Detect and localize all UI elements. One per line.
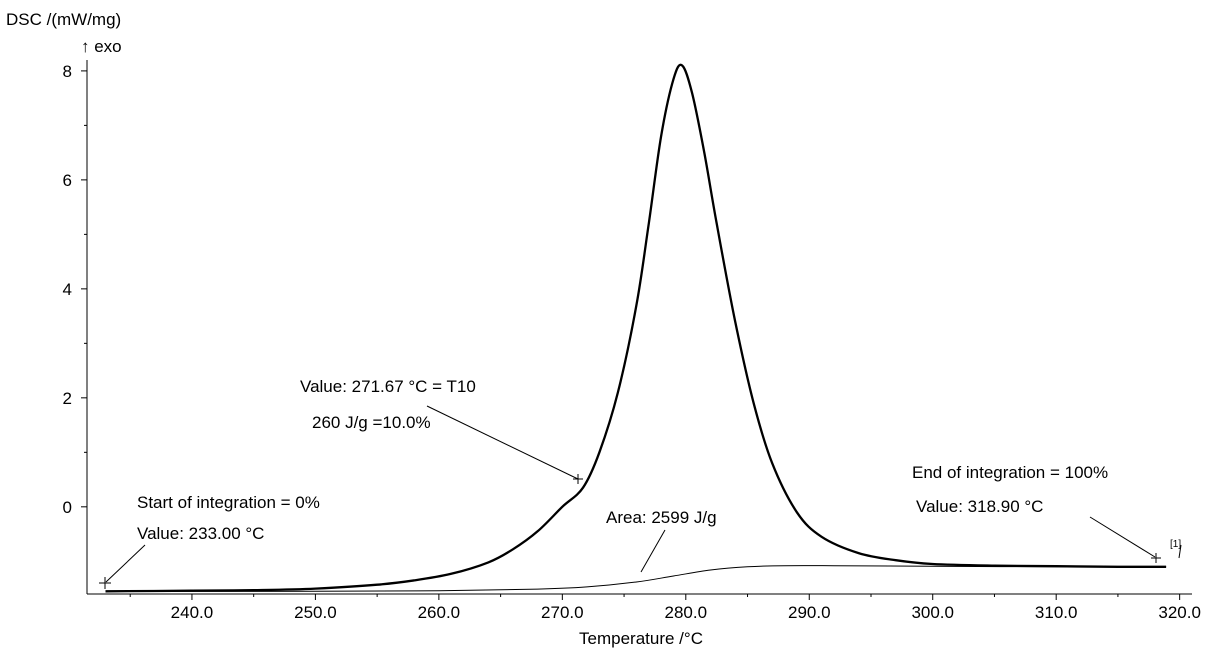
x-axis-label: Temperature /°C — [579, 629, 703, 648]
area-leader-line — [640, 529, 666, 573]
x-tick-label: 260.0 — [418, 603, 461, 622]
y-tick-label: 0 — [63, 498, 72, 517]
t10-annotation-line1: Value: 271.67 °C = T10 — [300, 377, 476, 396]
x-ticks: 240.0 250.0 260.0 270.0 280.0 290.0 300.0 310.0… — [129, 594, 1201, 622]
start-annotation-line2: Value: 233.00 °C — [137, 524, 264, 543]
y-tick-label: 6 — [63, 171, 72, 190]
x-tick-label: 280.0 — [665, 603, 708, 622]
end-marker — [1151, 544, 1182, 563]
integration-baseline-line — [105, 565, 1167, 592]
x-tick-label: 290.0 — [788, 603, 831, 622]
y-ticks: 0 2 4 6 8 — [63, 62, 87, 517]
dsc-curve-line — [105, 63, 1167, 593]
start-leader-line — [105, 544, 146, 583]
start-marker — [99, 577, 111, 589]
x-tick-label: 240.0 — [171, 603, 214, 622]
end-annotation-line2: Value: 318.90 °C — [916, 497, 1043, 516]
start-annotation-line1: Start of integration = 0% — [137, 493, 320, 512]
x-tick-label: 270.0 — [541, 603, 584, 622]
x-tick-label: 300.0 — [911, 603, 954, 622]
area-annotation: Area: 2599 J/g — [606, 508, 717, 527]
y-axis-exo-label: ↑ exo — [81, 37, 122, 56]
y-tick-label: 4 — [63, 280, 72, 299]
end-leader-line — [1089, 516, 1156, 558]
curve-index-label: [1] — [1170, 539, 1181, 550]
x-tick-label: 250.0 — [294, 603, 337, 622]
x-tick-label: 310.0 — [1035, 603, 1078, 622]
y-tick-label: 8 — [63, 62, 72, 81]
y-tick-label: 2 — [63, 389, 72, 408]
t10-annotation-line2: 260 J/g =10.0% — [312, 413, 431, 432]
t10-leader-line — [426, 405, 579, 480]
x-tick-label: 320.0 — [1158, 603, 1201, 622]
end-annotation-line1: End of integration = 100% — [912, 463, 1108, 482]
y-axis-label: DSC /(mW/mg) — [6, 10, 121, 29]
